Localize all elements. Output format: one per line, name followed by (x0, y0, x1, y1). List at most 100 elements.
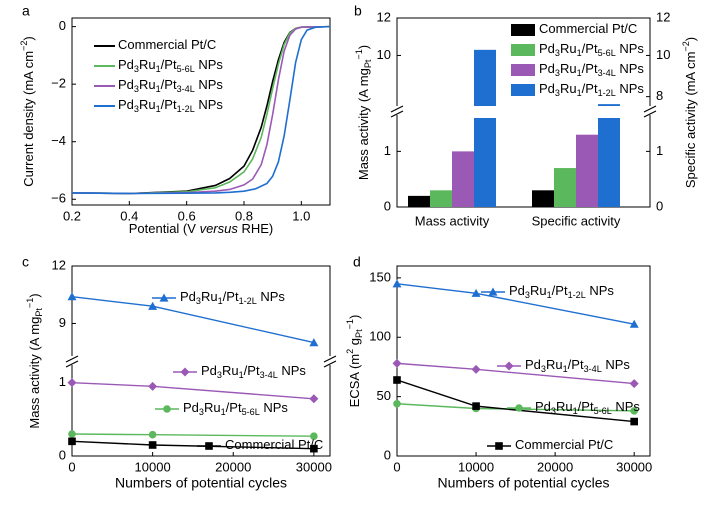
x-tick-label: 10000 (135, 459, 171, 474)
data-point (630, 417, 638, 426)
data-point (471, 288, 481, 297)
y2-tick-label: 1 (656, 143, 663, 158)
label-run: /Pt (582, 81, 598, 96)
data-point (471, 364, 481, 374)
data-point (67, 378, 77, 388)
label-run: /Pt (582, 41, 598, 56)
legend-label: Pd3Ru1/Pt1-2L NPs (539, 81, 644, 98)
series-line (71, 25, 331, 195)
label-run: 1 (239, 370, 244, 380)
label-run: Ru (222, 363, 239, 378)
break-gap (389, 106, 405, 115)
label-run: NPs (616, 41, 645, 56)
label-run: Ru (204, 400, 221, 415)
label-run: 1 (218, 296, 223, 306)
legend-marker (495, 442, 503, 450)
bar (598, 104, 620, 106)
label-run: Mass activity (A mg (27, 317, 42, 429)
data-point (629, 319, 639, 328)
label-run: 1 (156, 64, 161, 74)
y-tick-label: 12 (52, 257, 66, 272)
legend-marker (180, 367, 190, 377)
label-run: 3 (551, 406, 556, 416)
label-run: NPs (195, 97, 224, 112)
legend-swatch (511, 44, 535, 56)
label-run: ) (683, 37, 698, 41)
x-tick-label: 30000 (296, 459, 332, 474)
label-run: Commercial Pt/C (539, 21, 637, 36)
bar (576, 134, 598, 207)
label-run: Ru (546, 357, 563, 372)
label-run: Ru (560, 81, 577, 96)
data-point (148, 381, 158, 391)
label-run: /Pt (582, 61, 598, 76)
data-point (392, 358, 402, 368)
y2-tick-label: 8 (656, 88, 663, 103)
bar (474, 49, 496, 106)
label-run: Pt (354, 329, 364, 338)
label-run: 1 (563, 364, 568, 374)
y-axis-label: Current density (mA cm−2) (19, 36, 36, 187)
label-run: Commercial Pt/C (515, 437, 613, 452)
label-run: /Pt (161, 57, 177, 72)
legend-label: Pd3Ru1/Pt5-6L NPs (539, 41, 644, 58)
label-run: Current density (mA cm (21, 51, 36, 187)
label-run: 3-4L (598, 68, 616, 78)
label-run: 3-4L (584, 364, 602, 374)
y2-tick-label: 0 (656, 198, 663, 213)
label-run: ) (356, 45, 371, 49)
label-run: 1 (577, 48, 582, 58)
legend-marker (504, 361, 514, 371)
label-run: Commercial Pt/C (225, 437, 323, 452)
label-run: 5-6L (177, 64, 195, 74)
x-tick-label: 1.0 (292, 208, 310, 223)
axis-break-mark (65, 355, 79, 368)
label-run: Ru (139, 57, 156, 72)
x-tick-label: 20000 (537, 459, 573, 474)
label-run: Ru (139, 77, 156, 92)
legend-marker (488, 287, 498, 296)
y-tick-label: 0 (59, 447, 66, 462)
series-line (71, 25, 331, 195)
label-run: 5-6L (242, 407, 260, 417)
label-run: /Pt (223, 289, 239, 304)
label-run: NPs (278, 363, 307, 378)
label-run: 3 (555, 48, 560, 58)
label-run: −2 (681, 41, 691, 51)
label-run: Pt (363, 59, 373, 68)
legend-label: Pd3Ru1/Pt5-6L NPs (118, 57, 223, 74)
break-gap (64, 356, 80, 365)
label-run: Pd (180, 289, 196, 304)
legend-label: Pd3Ru1/Pt1-2L NPs (180, 289, 285, 306)
label-run: 3 (555, 68, 560, 78)
label-run: /Pt (552, 283, 568, 298)
label-run: Ru (201, 289, 218, 304)
x-tick-label: 30000 (616, 459, 652, 474)
legend-label: Pd3Ru1/Pt1-2L NPs (509, 283, 614, 300)
label-run: g (347, 338, 362, 349)
legend-label: Pd3Ru1/Pt1-2L NPs (118, 97, 223, 114)
data-point (630, 407, 638, 415)
data-point (310, 444, 318, 453)
x-tick-label: 0.4 (120, 208, 138, 223)
label-run: /Pt (568, 357, 584, 372)
legend-label: Pd3Ru1/Pt5-6L NPs (535, 399, 640, 416)
data-point (148, 441, 157, 449)
y-tick-label: 12 (377, 9, 391, 24)
label-run: Specific activity (mA cm (683, 52, 698, 189)
y2-tick-label: 12 (656, 9, 670, 24)
break-gap (642, 106, 658, 115)
y2-axis-label: Specific activity (mA cm−2) (681, 37, 698, 188)
legend-label: Commercial Pt/C (118, 37, 216, 52)
panel-letter: a (22, 3, 30, 19)
axis-break-mark (643, 105, 657, 118)
x-axis-label: Numbers of potential cycles (115, 475, 287, 491)
label-run: NPs (616, 81, 645, 96)
axis-break-mark (323, 355, 337, 368)
label-run: NPs (195, 57, 224, 72)
label-run: ) (27, 293, 42, 297)
bar (408, 195, 430, 207)
y-tick-label: 100 (369, 329, 391, 344)
